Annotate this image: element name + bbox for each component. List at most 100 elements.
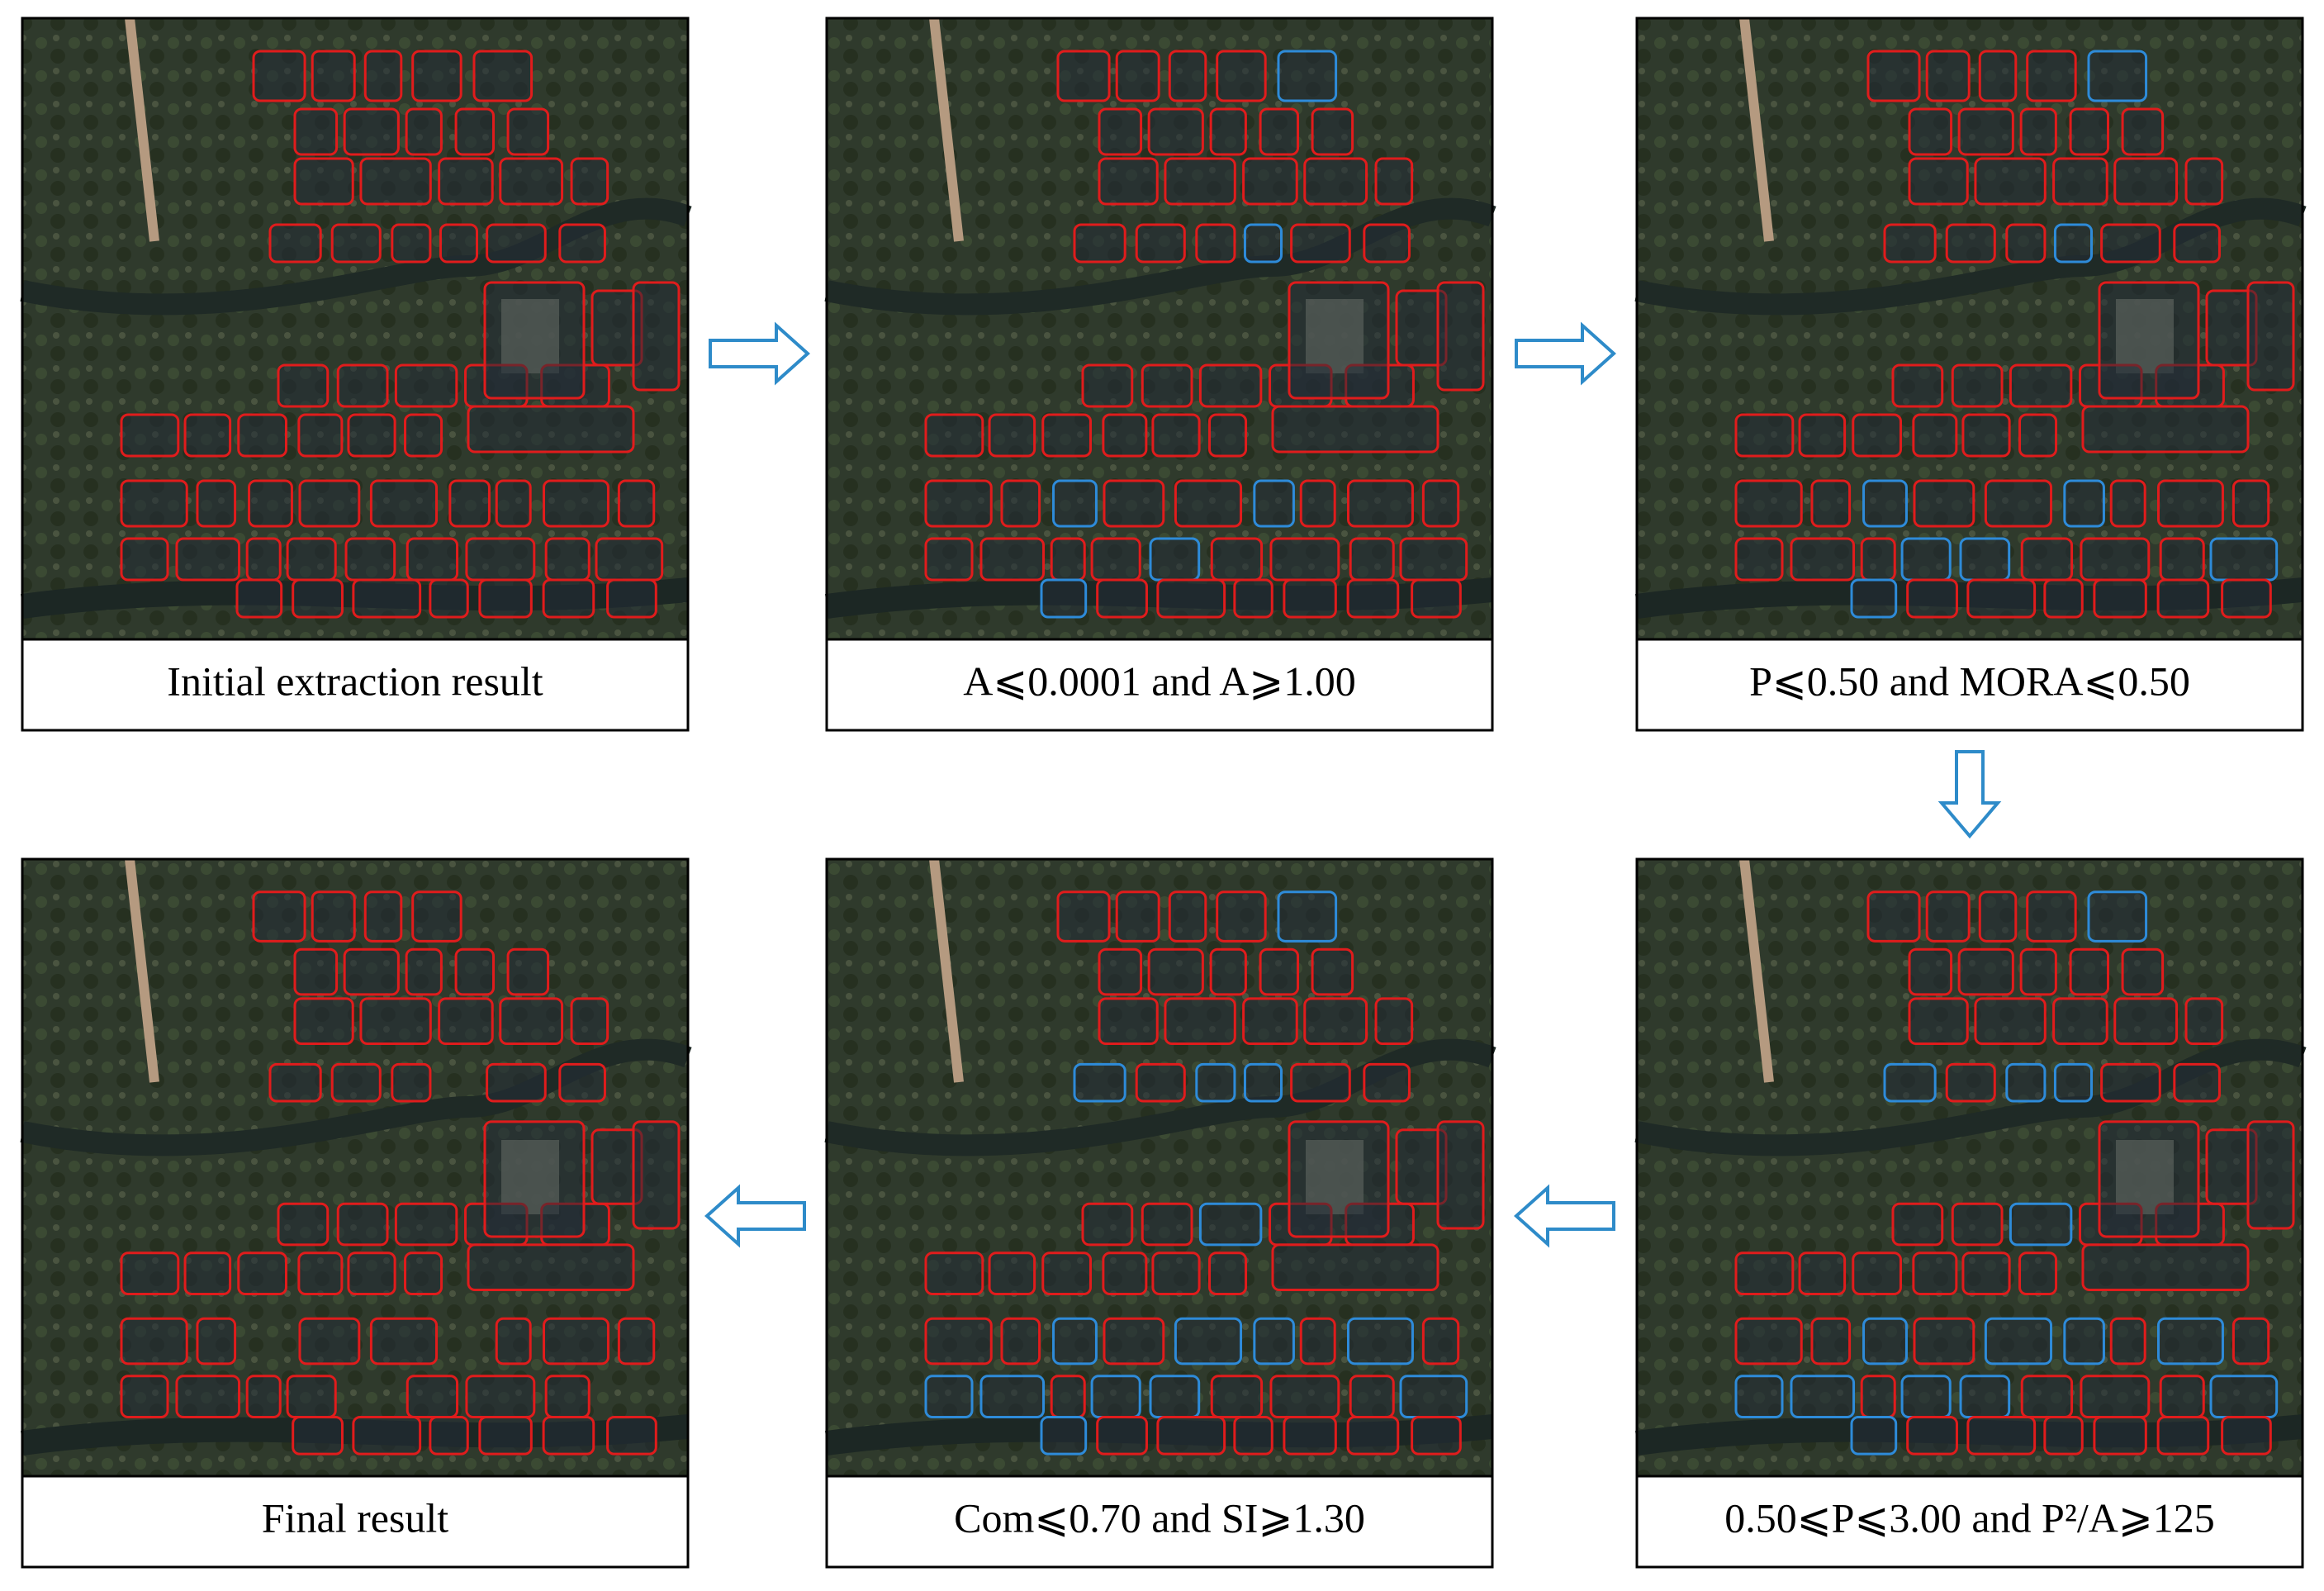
field-outline	[1156, 1415, 1226, 1456]
field-outline	[1168, 50, 1207, 102]
field-outline	[1209, 107, 1247, 156]
field-outline	[1891, 363, 1944, 408]
field-outline	[1883, 1062, 1937, 1103]
field-outline	[606, 578, 657, 619]
field-outline	[558, 1062, 606, 1103]
field-outline	[2184, 157, 2224, 206]
field-outline	[2005, 223, 2047, 264]
field-outline	[1168, 890, 1207, 943]
caption-box	[1635, 1475, 2304, 1569]
arrow-left	[704, 1184, 806, 1248]
field-outline	[1734, 537, 1784, 582]
field-outline	[1945, 1062, 1996, 1103]
field-outline	[2019, 107, 2057, 156]
field-outline	[1421, 1317, 1460, 1365]
field-outline	[1195, 1062, 1236, 1103]
field-outline	[542, 578, 595, 619]
field-outline	[2113, 997, 2179, 1046]
field-outline	[979, 537, 1046, 582]
field-outline	[1115, 50, 1160, 102]
field-outline	[1363, 1062, 1411, 1103]
field-outline	[2098, 281, 2200, 400]
field-outline	[391, 1062, 432, 1103]
field-outline	[292, 578, 344, 619]
field-outline	[1734, 1317, 1803, 1365]
field-outline	[2100, 1062, 2161, 1103]
field-outline	[1283, 1415, 1337, 1456]
field-outline	[544, 1375, 590, 1418]
field-outline	[359, 997, 432, 1046]
field-outline	[344, 537, 396, 582]
field-outline	[1906, 1415, 1958, 1456]
field-outline	[404, 1251, 443, 1295]
field-outline	[2080, 537, 2151, 582]
field-outline	[120, 413, 180, 458]
field-outline	[1000, 479, 1041, 528]
field-outline	[924, 413, 984, 458]
field-outline	[478, 1415, 533, 1456]
caption: Initial extraction result	[167, 658, 543, 704]
field-outline	[1198, 363, 1263, 408]
field-outline	[1081, 363, 1134, 408]
field-outline	[1290, 1062, 1351, 1103]
field-outline	[1734, 479, 1803, 528]
field-outline	[343, 947, 400, 996]
field-outline	[1436, 281, 1485, 392]
field-outline	[2121, 947, 2165, 996]
field-outline	[1135, 1062, 1186, 1103]
field-outline	[1090, 1375, 1141, 1418]
field-outline	[391, 223, 432, 264]
field-outline	[277, 1202, 330, 1247]
field-outline	[120, 479, 188, 528]
field-outline	[1349, 537, 1395, 582]
river	[1634, 197, 2307, 316]
field-outline	[1810, 1317, 1852, 1365]
field-outline	[1798, 1251, 1847, 1295]
field-outline	[2109, 479, 2146, 528]
field-outline	[405, 947, 443, 996]
field-outline	[2093, 1415, 2147, 1456]
field-outline	[120, 1375, 169, 1418]
field-outline	[1908, 107, 1953, 156]
field-outline	[1208, 1251, 1248, 1295]
field-outline	[1913, 1317, 1975, 1365]
field-outline	[1908, 157, 1969, 206]
arrows	[704, 321, 2002, 1248]
panel: Initial extraction result	[20, 17, 692, 732]
field-outline	[411, 50, 462, 102]
field-outline	[2019, 947, 2057, 996]
field-outline	[1147, 947, 1204, 996]
field-outline	[196, 1317, 237, 1365]
field-outline	[454, 947, 496, 996]
field-outline	[1151, 1251, 1201, 1295]
field-outline	[1098, 107, 1143, 156]
field-outline	[1850, 578, 1898, 619]
field-outline	[2043, 578, 2084, 619]
road	[929, 17, 964, 242]
field-outline	[595, 537, 664, 582]
caption-box	[825, 638, 1494, 732]
field-outline	[1411, 578, 1462, 619]
field-outline	[336, 363, 389, 408]
field-outline	[120, 537, 169, 582]
field-outline	[175, 537, 241, 582]
field-outline	[2159, 537, 2205, 582]
field-outline	[394, 1202, 458, 1247]
field-outline	[483, 281, 586, 400]
field-outline	[1951, 363, 2004, 408]
field-outline	[632, 1120, 681, 1230]
field-outline	[1346, 578, 1400, 619]
field-outline	[1311, 947, 1354, 996]
field-outline	[120, 1251, 180, 1295]
river	[20, 197, 692, 316]
field-outline	[1259, 107, 1300, 156]
field-outline	[506, 107, 550, 156]
field-outline	[2100, 223, 2161, 264]
field-outline	[1978, 50, 2018, 102]
field-outline	[1436, 1120, 1485, 1230]
field-outline	[1243, 1062, 1283, 1103]
field-outline	[924, 1375, 974, 1418]
field-outline	[1299, 1317, 1336, 1365]
field-outline	[1283, 578, 1337, 619]
field-outline	[1883, 223, 1937, 264]
